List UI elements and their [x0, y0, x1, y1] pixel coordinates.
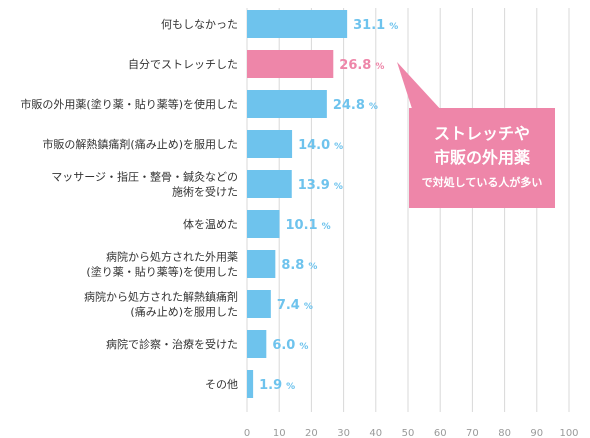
value-label: 13.9% — [298, 178, 343, 193]
callout-line-2: 市販の外用薬 — [433, 148, 530, 167]
x-tick-label: 60 — [434, 428, 447, 438]
value-label: 24.8% — [333, 98, 378, 113]
category-label: 病院で診察・治療を受けた — [106, 337, 238, 351]
bar — [247, 250, 276, 278]
bar — [247, 290, 271, 318]
category-label: 何もしなかった — [161, 18, 238, 31]
x-tick-label: 80 — [498, 428, 511, 438]
x-tick-label: 10 — [273, 428, 286, 438]
x-tick-label: 50 — [402, 428, 415, 438]
bars — [247, 10, 348, 398]
value-label: 31.1% — [353, 18, 398, 33]
value-label: 6.0% — [272, 338, 308, 353]
value-label: 8.8% — [281, 258, 317, 273]
x-axis-ticks: 0 10 20 30 40 50 60 70 80 90 100 — [244, 428, 579, 438]
bar — [247, 50, 334, 78]
x-tick-label: 70 — [466, 428, 479, 438]
value-label: 1.9% — [259, 378, 295, 393]
x-tick-label: 20 — [305, 428, 318, 438]
x-tick-label: 90 — [530, 428, 543, 438]
callout-line-3: で対処している人が多い — [421, 176, 543, 189]
category-label: 自分でストレッチした — [128, 58, 238, 71]
callout-box: ストレッチや 市販の外用薬 で対処している人が多い — [409, 108, 555, 208]
callout-line-1: ストレッチや — [433, 124, 530, 143]
value-labels: 31.1 % 26.8 % 24.8 % 14.0 % 13.9 % 10.1 % 8.8 % 7.4 % 6.… — [259, 18, 398, 393]
callout-pointer — [397, 62, 443, 118]
category-labels: 何もしなかった自分でストレッチした市販の外用薬(塗り薬・貼り薬等)を使用した市販… — [20, 18, 238, 391]
value-label: 14.0% — [298, 138, 343, 153]
category-label: 市販の外用薬(塗り薬・貼り薬等)を使用した — [20, 97, 238, 111]
bar — [247, 330, 267, 358]
x-tick-label: 100 — [559, 428, 578, 438]
value-label: 10.1% — [286, 218, 331, 233]
category-label: 市販の解熱鎮痛剤(痛み止め)を服用した — [42, 137, 238, 151]
category-label: 病院から処方された解熱鎮痛剤(痛み止め)を服用した — [84, 290, 238, 319]
bar — [247, 170, 292, 198]
x-tick-label: 0 — [244, 428, 250, 438]
bar — [247, 130, 293, 158]
bar — [247, 210, 280, 238]
value-label: 26.8% — [339, 58, 384, 73]
x-tick-label: 30 — [337, 428, 350, 438]
category-label: マッサージ・指圧・整骨・鍼灸などの施術を受けた — [51, 170, 238, 199]
category-label: その他 — [205, 378, 238, 391]
x-tick-label: 40 — [369, 428, 382, 438]
bar — [247, 90, 327, 118]
bar — [247, 370, 254, 398]
value-label: 7.4% — [277, 298, 313, 313]
category-label: 病院から処方された外用薬(塗り薬・貼り薬等)を使用した — [86, 250, 238, 279]
category-label: 体を温めた — [183, 217, 238, 231]
bar — [247, 10, 348, 38]
